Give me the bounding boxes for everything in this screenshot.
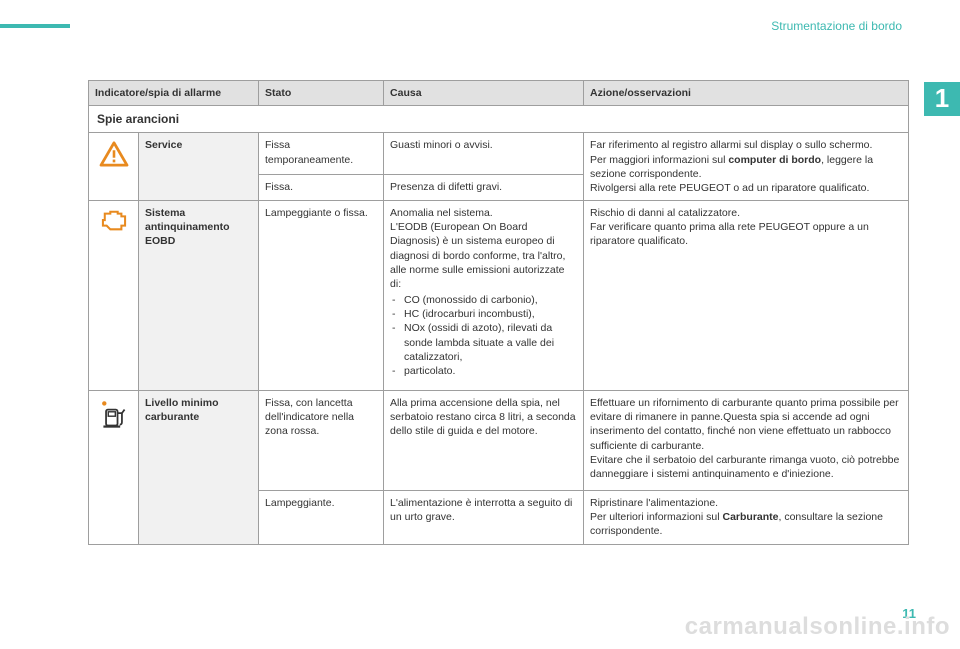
table-header-row: Indicatore/spia di allarme Stato Causa A… xyxy=(89,81,909,106)
fuel-stato-1: Fissa, con lancetta dell'indicatore nell… xyxy=(259,391,384,491)
list-item: HC (idrocarburi incombusti), xyxy=(390,307,577,321)
eobd-azione-l1: Rischio di danni al catalizzatore. xyxy=(590,207,740,219)
fuel-name: Livello minimo carburante xyxy=(139,391,259,545)
eobd-azione-l2: Far verificare quanto prima alla rete PE… xyxy=(590,221,869,247)
warning-lamps-table-wrap: Indicatore/spia di allarme Stato Causa A… xyxy=(88,80,908,545)
fuel-azione1-p2: Evitare che il serbatoio del carburante … xyxy=(590,454,899,480)
service-azione-l2b: computer di bordo xyxy=(728,154,821,166)
service-stato-1: Fissa temporaneamente. xyxy=(259,133,384,174)
watermark: carmanualsonline.info xyxy=(685,611,950,643)
warning-triangle-icon xyxy=(99,141,129,167)
engine-icon xyxy=(99,209,129,233)
eobd-causa: Anomalia nel sistema. L'EODB (European O… xyxy=(384,201,584,391)
fuel-icon-cell xyxy=(89,391,139,545)
service-azione-l1: Far riferimento al registro allarmi sul … xyxy=(590,139,872,151)
eobd-causa-p1: Anomalia nel sistema. xyxy=(390,207,493,219)
eobd-causa-list: CO (monossido di carbonio), HC (idrocarb… xyxy=(390,293,577,378)
eobd-azione: Rischio di danni al catalizzatore. Far v… xyxy=(584,201,909,391)
list-item: CO (monossido di carbonio), xyxy=(390,293,577,307)
fuel-causa-1: Alla prima accensione della spia, nel se… xyxy=(384,391,584,491)
fuel-pump-icon xyxy=(99,399,129,429)
fuel-stato-2: Lampeggiante. xyxy=(259,491,384,545)
header-stato: Stato xyxy=(259,81,384,106)
table-row: Livello minimo carburante Fissa, con lan… xyxy=(89,391,909,491)
service-azione-l2a: Per maggiori informazioni sul xyxy=(590,154,728,166)
header-indicator: Indicatore/spia di allarme xyxy=(89,81,259,106)
eobd-icon-cell xyxy=(89,201,139,391)
table-row: Sistema antinquinamento EOBD Lampeggiant… xyxy=(89,201,909,391)
subheading-cell: Spie arancioni xyxy=(89,106,909,133)
section-label: Strumentazione di bordo xyxy=(771,18,902,34)
eobd-name: Sistema antinquinamento EOBD xyxy=(139,201,259,391)
subheading-row: Spie arancioni xyxy=(89,106,909,133)
service-causa-1: Guasti minori o avvisi. xyxy=(384,133,584,174)
eobd-stato: Lampeggiante o fissa. xyxy=(259,201,384,391)
service-name: Service xyxy=(139,133,259,201)
header-azione: Azione/osservazioni xyxy=(584,81,909,106)
warning-lamps-table: Indicatore/spia di allarme Stato Causa A… xyxy=(88,80,909,545)
header-causa: Causa xyxy=(384,81,584,106)
fuel-azione2-l2b: Carburante xyxy=(722,511,778,523)
service-stato-2: Fissa. xyxy=(259,174,384,200)
fuel-azione2-l2a: Per ulteriori informazioni sul xyxy=(590,511,722,523)
table-row: Service Fissa temporaneamente. Guasti mi… xyxy=(89,133,909,174)
fuel-azione-1: Effettuare un rifornimento di carburante… xyxy=(584,391,909,491)
fuel-azione1-p1: Effettuare un rifornimento di carburante… xyxy=(590,397,899,452)
service-azione-l3: Rivolgersi alla rete PEUGEOT o ad un rip… xyxy=(590,182,869,194)
fuel-azione-2: Ripristinare l'alimentazione. Per ulteri… xyxy=(584,491,909,545)
service-azione: Far riferimento al registro allarmi sul … xyxy=(584,133,909,201)
service-causa-2: Presenza di difetti gravi. xyxy=(384,174,584,200)
list-item: particolato. xyxy=(390,364,577,378)
top-accent-bar xyxy=(0,24,70,28)
fuel-causa-2: L'alimentazione è interrotta a seguito d… xyxy=(384,491,584,545)
service-icon-cell xyxy=(89,133,139,201)
list-item: NOx (ossidi di azoto), rilevati da sonde… xyxy=(390,321,577,364)
eobd-causa-p2: L'EODB (European On Board Diagnosis) è u… xyxy=(390,221,565,290)
fuel-azione2-l1: Ripristinare l'alimentazione. xyxy=(590,497,718,509)
chapter-badge: 1 xyxy=(924,82,960,116)
